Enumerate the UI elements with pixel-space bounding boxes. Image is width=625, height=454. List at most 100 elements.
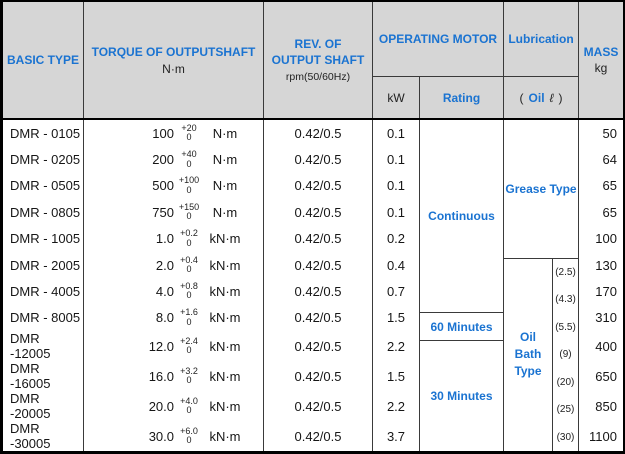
header-rev-line1: REV. OF	[294, 37, 342, 51]
torque-value: 500	[152, 178, 174, 194]
torque-tolerance: +0.8 0	[176, 280, 202, 301]
table-row: DMR -12005 12.0 +2.4 0 kN·m 0.42/0.5 2.2…	[3, 331, 623, 361]
kw-cell: 3.7	[373, 421, 420, 451]
torque-value: 8.0	[155, 310, 174, 326]
torque-unit: kN·m	[209, 231, 241, 247]
kw-cell: 0.1	[373, 172, 420, 200]
oil-amount: (20)	[556, 376, 575, 388]
basic-type-cell: DMR - 0205	[3, 146, 84, 173]
torque-tolerance: +40 0	[176, 150, 202, 169]
basic-type-cell: DMR -30005	[3, 421, 84, 451]
torque-value: 30.0	[148, 428, 174, 444]
oil-amounts: (2.5) (4.3) (5.5) (9) (20) (25) (30)	[553, 259, 578, 452]
kw-cell: 2.2	[373, 331, 420, 361]
rev-cell: 0.42/0.5	[264, 331, 373, 361]
tolerance-lower: 0	[186, 290, 192, 301]
torque-unit: N·m	[212, 204, 238, 220]
table-row: DMR - 4005 4.0 +0.8 0 kN·m 0.42/0.5 0.7 …	[3, 278, 623, 305]
tolerance-upper: +3.2	[180, 365, 198, 376]
rev-cell: 0.42/0.5	[264, 172, 373, 200]
basic-type-cell: DMR - 0105	[3, 120, 84, 147]
rating-60-minutes: 60 Minutes	[420, 311, 503, 342]
tolerance-upper: +0.2	[180, 228, 198, 239]
header-torque-unit: N·m	[162, 61, 185, 76]
tolerance-upper: +0.4	[180, 254, 198, 265]
kw-cell: 0.1	[373, 199, 420, 226]
torque-unit: kN·m	[209, 283, 241, 299]
rev-cell: 0.42/0.5	[264, 304, 373, 331]
torque-value: 750	[152, 204, 174, 220]
lubrication-lower: Oil Bath Type (2.5) (4.3) (5.5) (9) (20) (25)…	[504, 258, 578, 452]
torque-cell: 20.0 +4.0 0 kN·m	[84, 391, 264, 421]
table-row: DMR - 0205 200 +40 0 N·m 0.42/0.5 0.1 64	[3, 146, 623, 173]
mass-cell: 1100	[589, 428, 617, 444]
rev-cell: 0.42/0.5	[264, 278, 373, 305]
mass-cell: 170	[595, 283, 617, 299]
basic-type-cell: DMR - 4005	[3, 278, 84, 305]
tolerance-lower: 0	[186, 316, 192, 327]
tolerance-lower: 0	[186, 264, 192, 275]
oil-amount: (9)	[559, 349, 572, 361]
header-rating: Rating	[442, 90, 481, 105]
table-row: DMR - 2005 2.0 +0.4 0 kN·m 0.42/0.5 0.4 …	[3, 251, 623, 279]
basic-type-cell: DMR -20005	[3, 391, 84, 421]
table-body: DMR - 0105 100 +20 0 N·m 0.42/0.5 0.1 50…	[3, 120, 623, 451]
kw-cell: 2.2	[373, 391, 420, 421]
lubrication-oil-bath-type: Oil Bath Type	[504, 258, 553, 451]
oil-amount: (5.5)	[555, 321, 576, 333]
torque-cell: 1.0 +0.2 0 kN·m	[84, 225, 264, 252]
torque-value: 1.0	[155, 231, 174, 247]
torque-cell: 12.0 +2.4 0 kN·m	[84, 331, 264, 361]
kw-cell: 0.7	[373, 278, 420, 305]
header-torque: TORQUE OF OUTPUTSHAFT N·m	[84, 2, 264, 118]
basic-type-cell: DMR - 8005	[3, 304, 84, 331]
torque-tolerance: +4.0 0	[176, 396, 202, 416]
kw-cell: 1.5	[373, 361, 420, 391]
header-basic-type: BASIC TYPE	[3, 2, 84, 118]
table-row: DMR - 1005 1.0 +0.2 0 kN·m 0.42/0.5 0.2 …	[3, 225, 623, 252]
table-row: DMR - 0105 100 +20 0 N·m 0.42/0.5 0.1 50	[3, 120, 623, 147]
table-row: DMR - 0505 500 +100 0 N·m 0.42/0.5 0.1 6…	[3, 172, 623, 200]
tolerance-lower: 0	[186, 211, 192, 222]
torque-value: 12.0	[148, 338, 174, 354]
oil-paren-open: (	[519, 90, 524, 105]
header-oil: ( Oil ℓ )	[504, 77, 578, 118]
oil-amount: (2.5)	[555, 266, 576, 278]
table-row: DMR -16005 16.0 +3.2 0 kN·m 0.42/0.5 1.5…	[3, 361, 623, 391]
tolerance-upper: +0.8	[180, 280, 198, 291]
tolerance-upper: +20	[181, 122, 197, 133]
mass-cell: 400	[595, 338, 617, 354]
torque-unit: N·m	[212, 178, 238, 194]
tolerance-upper: +40	[181, 149, 197, 160]
tolerance-lower: 0	[186, 375, 192, 385]
basic-type-cell: DMR -12005	[3, 331, 84, 361]
header-torque-title: TORQUE OF OUTPUTSHAFT	[91, 44, 256, 59]
mass-cell: 100	[595, 231, 617, 247]
rev-cell: 0.42/0.5	[264, 146, 373, 173]
torque-unit: N·m	[212, 125, 238, 141]
header-rev-sub: rpm(50/60Hz)	[285, 71, 351, 83]
mass-cell: 310	[595, 310, 617, 326]
basic-type-cell: DMR -16005	[3, 361, 84, 391]
basic-type-cell: DMR - 1005	[3, 225, 84, 252]
header-operating-motor-group: OPERATING MOTOR kW Rating	[373, 2, 504, 118]
torque-value: 4.0	[155, 283, 174, 299]
header-kw: kW	[373, 77, 420, 118]
lubrication-grease-type: Grease Type	[504, 120, 578, 259]
torque-tolerance: +100 0	[176, 176, 202, 195]
table-row: DMR -30005 30.0 +6.0 0 kN·m 0.42/0.5 3.7…	[3, 421, 623, 451]
mass-cell: 65	[602, 204, 617, 220]
torque-tolerance: +3.2 0	[176, 365, 202, 386]
torque-unit: kN·m	[209, 428, 241, 444]
kw-cell: 0.1	[373, 120, 420, 147]
tolerance-lower: 0	[186, 435, 192, 445]
torque-cell: 500 +100 0 N·m	[84, 172, 264, 200]
tolerance-upper: +1.6	[180, 307, 198, 318]
torque-value: 16.0	[148, 368, 174, 384]
table-row: DMR - 8005 8.0 +1.6 0 kN·m 0.42/0.5 1.5 …	[3, 304, 623, 331]
mass-cell: 850	[595, 398, 617, 414]
torque-unit: kN·m	[209, 257, 241, 273]
torque-value: 20.0	[148, 398, 174, 414]
header-lubrication: Lubrication	[504, 2, 578, 77]
torque-tolerance: +1.6 0	[176, 308, 202, 327]
